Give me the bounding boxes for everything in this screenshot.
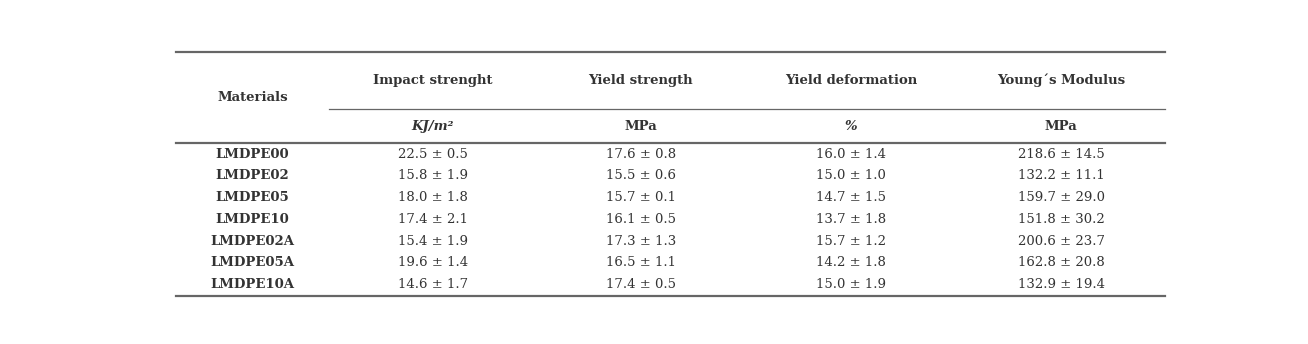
Text: 14.2 ± 1.8: 14.2 ± 1.8: [816, 256, 886, 269]
Text: 14.7 ± 1.5: 14.7 ± 1.5: [816, 191, 886, 204]
Text: 17.4 ± 2.1: 17.4 ± 2.1: [398, 213, 468, 226]
Text: 17.3 ± 1.3: 17.3 ± 1.3: [606, 235, 676, 248]
Text: LMDPE00: LMDPE00: [216, 148, 289, 161]
Text: 15.8 ± 1.9: 15.8 ± 1.9: [398, 169, 468, 182]
Text: 14.6 ± 1.7: 14.6 ± 1.7: [398, 278, 468, 291]
Text: 18.0 ± 1.8: 18.0 ± 1.8: [398, 191, 468, 204]
Text: 162.8 ± 20.8: 162.8 ± 20.8: [1018, 256, 1104, 269]
Text: %: %: [845, 120, 857, 132]
Text: Yield deformation: Yield deformation: [785, 74, 917, 87]
Text: LMDPE10A: LMDPE10A: [211, 278, 294, 291]
Text: 16.5 ± 1.1: 16.5 ± 1.1: [606, 256, 676, 269]
Text: MPa: MPa: [1045, 120, 1078, 132]
Text: 15.7 ± 0.1: 15.7 ± 0.1: [606, 191, 676, 204]
Text: Young´s Modulus: Young´s Modulus: [997, 74, 1125, 87]
Text: 13.7 ± 1.8: 13.7 ± 1.8: [816, 213, 886, 226]
Text: 200.6 ± 23.7: 200.6 ± 23.7: [1018, 235, 1105, 248]
Text: 15.4 ± 1.9: 15.4 ± 1.9: [398, 235, 468, 248]
Text: 15.0 ± 1.9: 15.0 ± 1.9: [816, 278, 886, 291]
Text: 159.7 ± 29.0: 159.7 ± 29.0: [1018, 191, 1105, 204]
Text: 132.2 ± 11.1: 132.2 ± 11.1: [1018, 169, 1104, 182]
Text: Materials: Materials: [217, 91, 288, 104]
Text: 151.8 ± 30.2: 151.8 ± 30.2: [1018, 213, 1104, 226]
Text: LMDPE02: LMDPE02: [216, 169, 289, 182]
Text: 15.0 ± 1.0: 15.0 ± 1.0: [816, 169, 886, 182]
Text: LMDPE05: LMDPE05: [216, 191, 289, 204]
Text: 19.6 ± 1.4: 19.6 ± 1.4: [398, 256, 468, 269]
Text: MPa: MPa: [624, 120, 657, 132]
Text: Yield strength: Yield strength: [589, 74, 693, 87]
Text: 16.0 ± 1.4: 16.0 ± 1.4: [816, 148, 886, 161]
Text: 16.1 ± 0.5: 16.1 ± 0.5: [606, 213, 676, 226]
Text: 218.6 ± 14.5: 218.6 ± 14.5: [1018, 148, 1104, 161]
Text: LMDPE05A: LMDPE05A: [211, 256, 294, 269]
Text: 132.9 ± 19.4: 132.9 ± 19.4: [1018, 278, 1105, 291]
Text: LMDPE02A: LMDPE02A: [211, 235, 294, 248]
Text: LMDPE10: LMDPE10: [216, 213, 289, 226]
Text: 15.7 ± 1.2: 15.7 ± 1.2: [816, 235, 886, 248]
Text: 17.6 ± 0.8: 17.6 ± 0.8: [606, 148, 676, 161]
Text: Impact strenght: Impact strenght: [373, 74, 493, 87]
Text: 15.5 ± 0.6: 15.5 ± 0.6: [606, 169, 676, 182]
Text: 17.4 ± 0.5: 17.4 ± 0.5: [606, 278, 676, 291]
Text: 22.5 ± 0.5: 22.5 ± 0.5: [398, 148, 468, 161]
Text: KJ/m²: KJ/m²: [412, 120, 454, 132]
